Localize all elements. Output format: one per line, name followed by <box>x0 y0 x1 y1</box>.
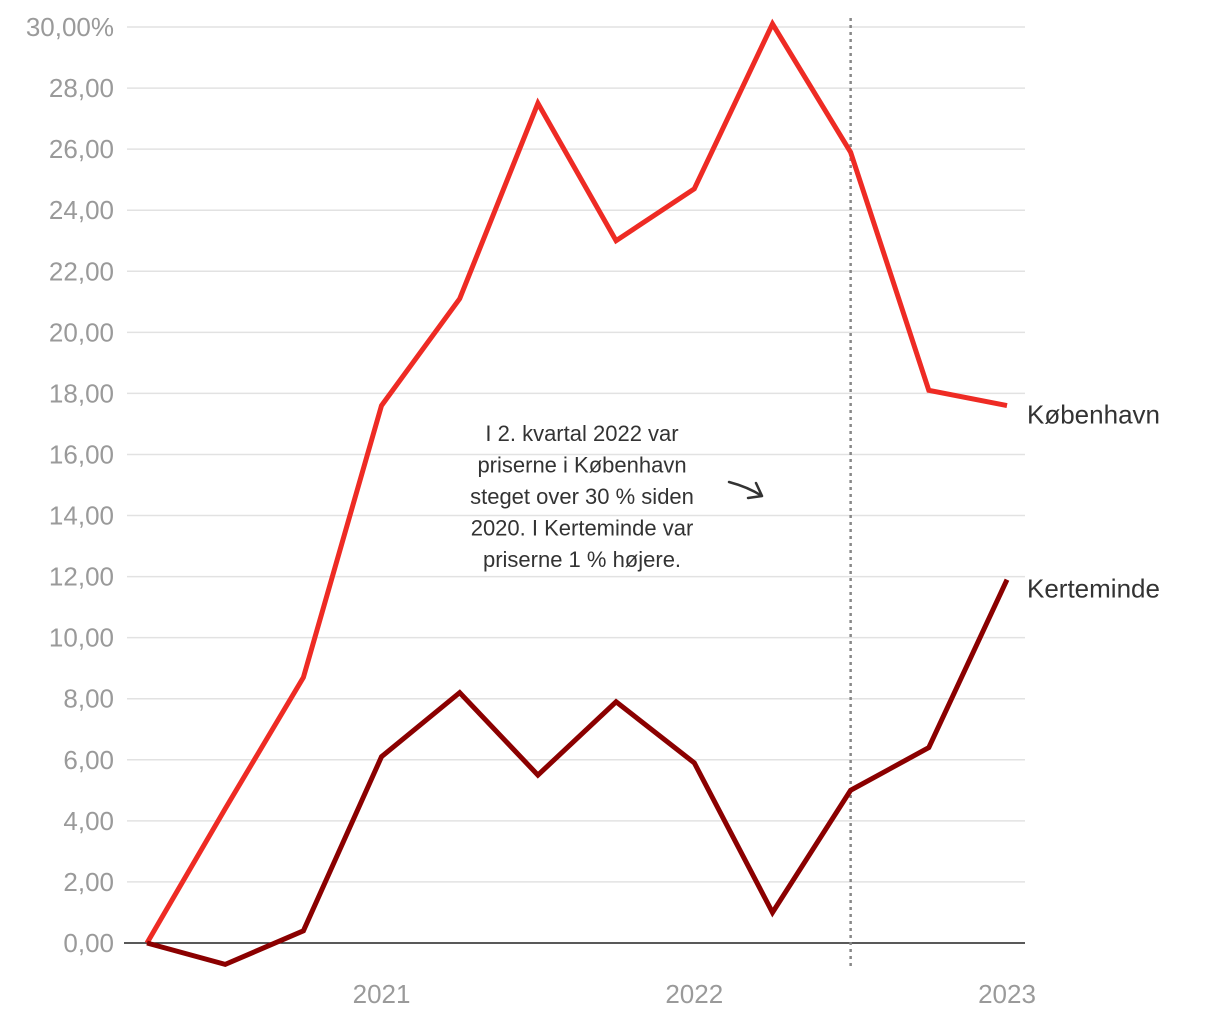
y-tick-label: 18,00 <box>49 378 114 408</box>
annotation-line: 2020. I Kerteminde var <box>471 516 694 541</box>
annotation-line: priserne 1 % højere. <box>483 547 681 572</box>
y-tick-label: 28,00 <box>49 73 114 103</box>
series-lines <box>144 18 1010 968</box>
y-tick-label: 0,00 <box>63 928 114 958</box>
annotation-line: steget over 30 % siden <box>470 484 694 509</box>
series-end-label: København <box>1027 400 1160 430</box>
x-tick-label: 2023 <box>978 979 1036 1009</box>
series-line <box>146 578 1010 968</box>
y-tick-label: 8,00 <box>63 684 114 714</box>
x-tick-label: 2021 <box>353 979 411 1009</box>
y-tick-label: 12,00 <box>49 562 114 592</box>
x-axis-ticks: 2021 2022 2023 <box>353 979 1036 1009</box>
annotation-line: I 2. kvartal 2022 var <box>485 421 678 446</box>
y-tick-label: 6,00 <box>63 745 114 775</box>
y-tick-label: 20,00 <box>49 317 114 347</box>
annotation-text: I 2. kvartal 2022 var priserne i Københav… <box>470 421 694 572</box>
x-tick-label: 2022 <box>665 979 723 1009</box>
y-tick-label: 4,00 <box>63 806 114 836</box>
y-tick-label: 22,00 <box>49 256 114 286</box>
annotation-line: priserne i København <box>477 453 686 478</box>
annotation-arrow-icon <box>727 480 764 500</box>
y-tick-label: 2,00 <box>63 867 114 897</box>
y-tick-label: 30,00% <box>26 12 114 42</box>
y-tick-label: 10,00 <box>49 623 114 653</box>
y-tick-label: 14,00 <box>49 501 114 531</box>
series-line <box>144 18 1008 945</box>
y-tick-label: 16,00 <box>49 439 114 469</box>
series-end-label: Kerteminde <box>1027 574 1160 604</box>
y-tick-label: 26,00 <box>49 134 114 164</box>
y-axis-ticks: 0,00 2,00 4,00 6,00 8,00 10,00 12,00 14,00 16,00… <box>26 12 114 958</box>
gridlines <box>127 26 1025 883</box>
series-labels: København Kerteminde <box>1027 400 1160 604</box>
y-tick-label: 24,00 <box>49 195 114 225</box>
